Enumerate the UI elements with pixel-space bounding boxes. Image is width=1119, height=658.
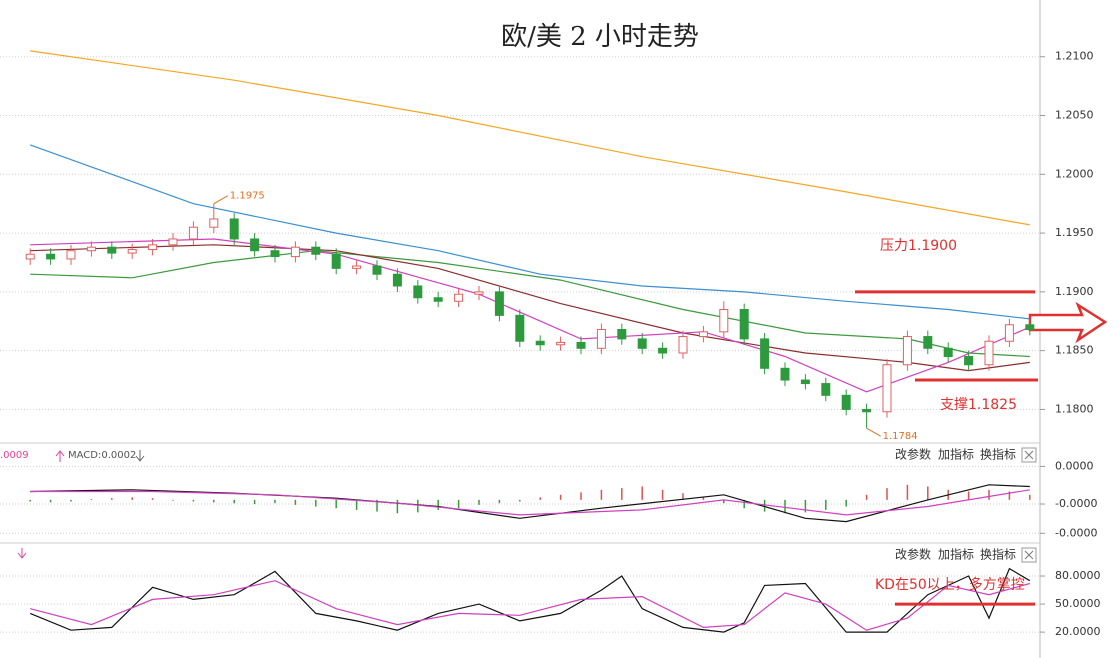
candle-body <box>596 328 606 349</box>
candle-body <box>984 340 994 366</box>
close-icon <box>1024 550 1034 560</box>
candle-body <box>658 347 668 354</box>
annotation-pointer <box>866 427 881 437</box>
candle-body <box>188 226 198 240</box>
y-tick-label: 0.0000 <box>1055 459 1094 472</box>
level-label: KD在50以上，多方掌控 <box>875 576 1025 593</box>
annotation: 1.1784 <box>883 431 918 442</box>
candle-body <box>943 347 953 358</box>
candle-body <box>494 291 504 316</box>
candle-body <box>66 250 76 260</box>
up-arrow-icon <box>55 450 65 462</box>
candle-body <box>882 364 892 413</box>
y-tick-label: 1.1950 <box>1055 226 1094 239</box>
candle-body <box>148 244 158 251</box>
candle-body <box>800 379 810 385</box>
candle-body <box>902 336 912 366</box>
candle-body <box>841 394 851 410</box>
indicator-value: .0009 <box>0 450 29 461</box>
candle-body <box>107 246 117 254</box>
candle-body <box>1025 324 1035 330</box>
candle-body <box>229 218 239 240</box>
annotation: 1.1975 <box>230 191 265 202</box>
candle-body <box>127 249 137 254</box>
y-tick-label: 50.0000 <box>1055 597 1101 610</box>
y-tick-label: 1.1850 <box>1055 344 1094 357</box>
level-label: 压力1.1900 <box>880 238 957 254</box>
y-tick-label: 1.1800 <box>1055 402 1094 415</box>
candle-body <box>474 291 484 295</box>
candle-body <box>515 314 525 342</box>
toolbar-button[interactable]: 改参数 <box>895 547 931 562</box>
candle-body <box>739 309 749 340</box>
candle-body <box>168 238 178 246</box>
level-label: 支撑1.1825 <box>940 397 1017 413</box>
candle-body <box>25 253 35 260</box>
candle-body <box>331 253 341 269</box>
candle-body <box>270 250 280 258</box>
indicator-line <box>30 50 1030 226</box>
y-tick-label: 1.2100 <box>1055 50 1094 63</box>
toolbar-button[interactable]: 换指标 <box>980 547 1016 562</box>
candle-body <box>1004 324 1014 342</box>
y-tick-label: 1.2000 <box>1055 167 1094 180</box>
candle-body <box>556 341 566 346</box>
y-tick-label: 80.0000 <box>1055 569 1101 582</box>
toolbar-button[interactable]: 加指标 <box>938 447 974 462</box>
candle-body <box>821 383 831 396</box>
arrow-icon <box>1028 301 1108 344</box>
candle-body <box>413 285 423 299</box>
candle-body <box>250 238 260 252</box>
y-tick-label: -0.0000 <box>1055 526 1097 539</box>
candle-body <box>392 273 402 287</box>
candle-body <box>433 297 443 302</box>
candle-body <box>352 265 362 269</box>
candle-body <box>617 328 627 340</box>
candle-body <box>372 265 382 275</box>
candle-body <box>290 246 300 258</box>
candle-body <box>311 246 321 255</box>
close-icon <box>1024 450 1034 460</box>
candle-body <box>86 246 96 252</box>
candle-body <box>46 253 56 260</box>
indicator-line <box>30 489 1030 516</box>
down-arrow-icon <box>17 548 27 559</box>
candle-body <box>964 356 974 366</box>
candle-body <box>576 341 586 349</box>
candle-body <box>454 293 464 302</box>
y-tick-label: -0.0000 <box>1055 497 1097 510</box>
toolbar-button[interactable]: 换指标 <box>980 447 1016 462</box>
toolbar-button[interactable]: 改参数 <box>895 447 931 462</box>
toolbar-button[interactable]: 加指标 <box>938 547 974 562</box>
candle-body <box>637 338 647 349</box>
candle-body <box>760 338 770 369</box>
candle-body <box>209 218 219 228</box>
candle-body <box>535 340 545 346</box>
y-tick-label: 1.1900 <box>1055 285 1094 298</box>
y-tick-label: 1.2050 <box>1055 109 1094 122</box>
down-arrow-icon <box>135 450 145 462</box>
indicator-line <box>30 580 1030 631</box>
candle-body <box>862 408 872 413</box>
y-tick-label: 20.0000 <box>1055 625 1101 638</box>
candle-body <box>698 331 708 338</box>
candle-body <box>719 309 729 333</box>
indicator-name: MACD:0.0002 <box>68 450 136 461</box>
annotation-pointer <box>213 195 229 205</box>
candle-body <box>923 336 933 349</box>
chart-title: 欧/美 2 小时走势 <box>501 22 699 52</box>
candle-body <box>678 336 688 354</box>
candle-body <box>780 367 790 381</box>
indicator-line <box>29 144 1030 320</box>
